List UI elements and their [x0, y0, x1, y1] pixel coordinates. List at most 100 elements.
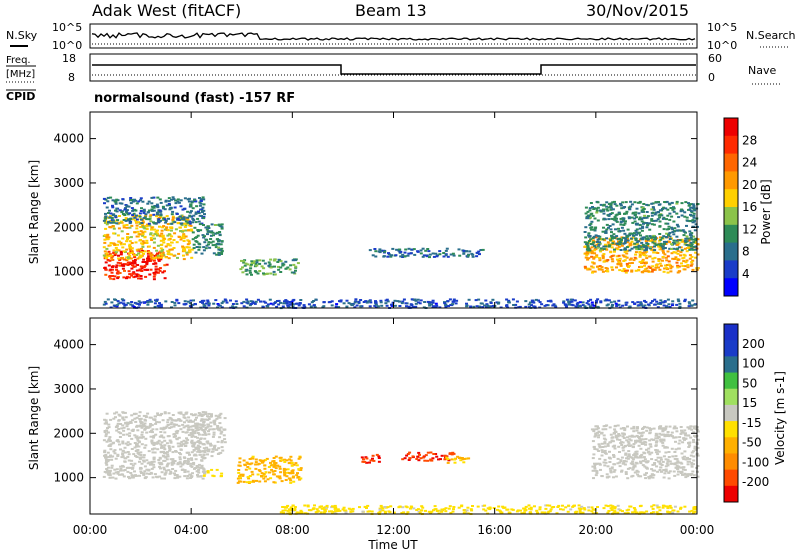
range-cell [200, 464, 204, 467]
range-cell [692, 212, 696, 215]
range-cell [178, 219, 182, 221]
range-cell [633, 220, 637, 223]
range-cell [601, 446, 605, 448]
range-cell [123, 304, 127, 307]
range-cell [617, 261, 621, 264]
range-cell [634, 237, 638, 240]
range-cell [475, 255, 479, 258]
range-cell [311, 508, 315, 511]
range-cell [588, 207, 592, 210]
range-cell [538, 508, 542, 511]
range-cell [469, 508, 473, 511]
range-cell [295, 464, 299, 467]
range-cell [155, 249, 159, 252]
range-cell [630, 216, 634, 219]
range-cell [119, 469, 123, 472]
range-cell [688, 220, 692, 223]
range-cell [659, 458, 663, 461]
range-cell [588, 224, 592, 227]
range-cell [131, 200, 135, 203]
range-cell [176, 218, 180, 221]
range-cell [207, 433, 211, 436]
range-cell [595, 299, 598, 302]
range-cell [114, 471, 118, 474]
range-cell [294, 302, 298, 305]
range-cell [401, 256, 405, 258]
range-cell [677, 470, 680, 473]
range-cell [220, 247, 224, 250]
range-cell [201, 470, 205, 473]
range-cell [492, 304, 495, 307]
range-cell [109, 454, 112, 457]
range-cell [663, 435, 667, 438]
range-cell [117, 254, 120, 257]
range-cell [273, 302, 277, 304]
range-cell [132, 276, 136, 279]
range-cell [595, 209, 599, 212]
range-cell [416, 250, 420, 253]
range-cell [163, 412, 167, 415]
range-cell [140, 436, 144, 439]
range-cell [156, 206, 160, 209]
range-cell [378, 248, 382, 251]
range-cell [111, 268, 114, 271]
range-cell [664, 451, 668, 454]
range-cell [654, 432, 658, 435]
range-cell [135, 224, 139, 227]
range-cell [597, 430, 601, 433]
range-cell [137, 221, 141, 224]
range-cell [685, 240, 689, 243]
range-cell [192, 299, 195, 302]
range-cell [593, 465, 596, 468]
range-cell [139, 275, 143, 277]
range-cell [193, 467, 196, 470]
range-cell [411, 455, 415, 458]
range-cell [628, 505, 632, 508]
range-cell [426, 300, 430, 303]
range-cell [156, 229, 159, 232]
range-cell [598, 446, 602, 449]
range-cell [265, 272, 269, 275]
range-cell [678, 305, 682, 308]
range-cell [452, 254, 456, 257]
range-cell [690, 243, 694, 246]
range-cell [152, 441, 156, 444]
range-cell [361, 510, 365, 513]
range-cell [258, 270, 262, 272]
range-cell [166, 243, 170, 245]
range-cell [583, 305, 587, 308]
range-cell [420, 505, 424, 508]
range-cell [119, 448, 122, 451]
range-cell [475, 251, 479, 254]
range-cell [629, 200, 633, 203]
colorbar-swatch [724, 372, 738, 390]
range-cell [139, 466, 143, 469]
range-cell [383, 506, 387, 508]
range-cell [176, 198, 180, 201]
range-cell [268, 263, 272, 266]
range-cell [207, 450, 210, 453]
range-cell [112, 242, 116, 245]
range-cell [220, 251, 224, 254]
range-cell [161, 236, 165, 239]
range-cell [192, 219, 196, 222]
range-cell [156, 304, 160, 307]
range-cell [620, 239, 623, 241]
range-cell [199, 419, 203, 422]
range-cell [680, 471, 684, 474]
range-cell [151, 476, 155, 479]
range-cell [172, 433, 176, 436]
range-cell [167, 412, 171, 415]
range-cell [686, 219, 690, 222]
range-cell [627, 216, 631, 219]
range-cell [693, 303, 697, 306]
range-cell [581, 511, 585, 514]
range-cell [136, 264, 140, 266]
range-cell [187, 420, 191, 423]
range-cell [359, 299, 363, 301]
range-cell [593, 462, 596, 465]
range-cell [670, 248, 674, 250]
range-cell [465, 250, 469, 253]
range-cell [154, 415, 157, 418]
range-cell [462, 509, 466, 512]
